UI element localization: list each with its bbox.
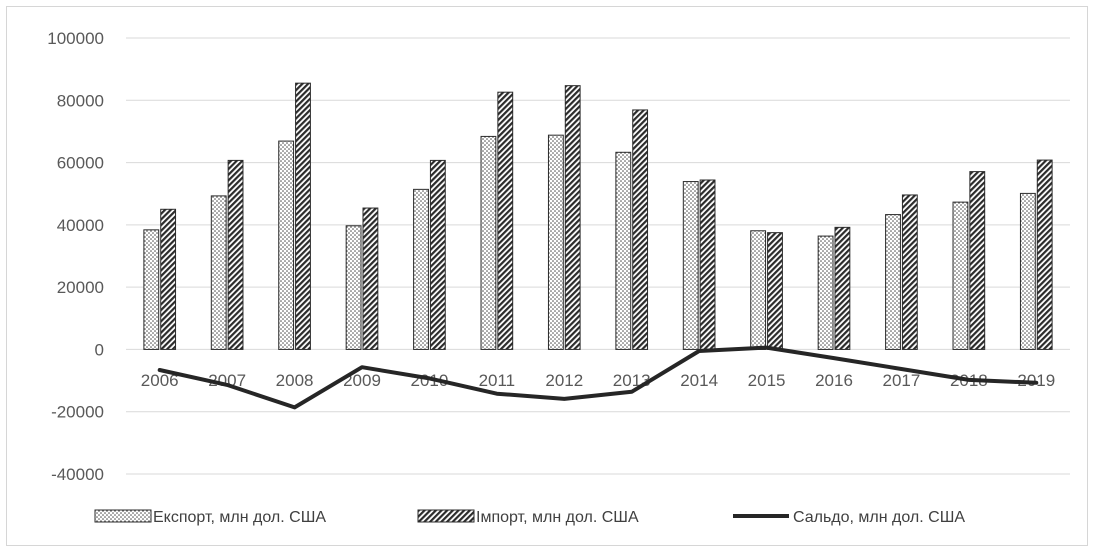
y-tick-label: 80000 bbox=[57, 91, 104, 110]
y-tick-label: -20000 bbox=[51, 403, 104, 422]
import-bar-2015 bbox=[767, 232, 783, 350]
legend-label: Експорт, млн дол. США bbox=[153, 509, 326, 526]
import-bar-2010 bbox=[429, 159, 446, 350]
legend-label: Сальдо, млн дол. США bbox=[793, 509, 965, 526]
export-bar-2015 bbox=[750, 230, 767, 350]
balance-series-line bbox=[157, 345, 1039, 410]
import-bar-2016 bbox=[834, 226, 851, 350]
export-bar-2018 bbox=[952, 201, 969, 350]
x-tick-label: 2014 bbox=[680, 371, 718, 390]
x-tick-label: 2009 bbox=[343, 371, 381, 390]
export-bar-2012 bbox=[547, 134, 564, 350]
balance-point-2018 bbox=[968, 379, 970, 381]
export-bar-2009 bbox=[345, 225, 362, 350]
balance-point-2012 bbox=[563, 398, 565, 400]
export-bar-2016 bbox=[817, 235, 834, 350]
balance-point-2008 bbox=[294, 406, 296, 408]
x-tick-label: 2012 bbox=[545, 371, 583, 390]
balance-point-2007 bbox=[226, 384, 228, 386]
import-bar-2009 bbox=[362, 207, 379, 350]
x-tick-label: 2019 bbox=[1017, 371, 1055, 390]
balance-point-2010 bbox=[428, 377, 430, 379]
bars bbox=[143, 82, 1053, 350]
balance-point-2009 bbox=[361, 366, 363, 368]
import-bar-2006 bbox=[160, 208, 177, 350]
balance-point-2011 bbox=[496, 393, 498, 395]
balance-point-2019 bbox=[1035, 382, 1037, 384]
import-bar-2008 bbox=[295, 82, 311, 350]
export-bar-2006 bbox=[143, 229, 160, 350]
x-tick-label: 2007 bbox=[208, 371, 246, 390]
legend-swatch-hatch bbox=[417, 509, 475, 523]
import-bar-2017 bbox=[901, 194, 918, 350]
y-tick-label: 20000 bbox=[57, 278, 104, 297]
grid-lines bbox=[126, 37, 1070, 475]
import-bar-2014 bbox=[699, 179, 716, 350]
export-bar-2008 bbox=[278, 140, 295, 350]
balance-point-2015 bbox=[766, 347, 768, 349]
import-bar-2019 bbox=[1036, 159, 1053, 350]
x-tick-label: 2008 bbox=[276, 371, 314, 390]
balance-point-2016 bbox=[833, 357, 835, 359]
export-bar-2014 bbox=[682, 181, 699, 350]
y-tick-label: -40000 bbox=[51, 465, 104, 484]
y-tick-label: 100000 bbox=[47, 29, 104, 48]
import-bar-2018 bbox=[969, 171, 986, 350]
export-bar-2013 bbox=[615, 151, 632, 350]
balance-point-2017 bbox=[900, 368, 902, 370]
x-tick-label: 2016 bbox=[815, 371, 853, 390]
export-bar-2007 bbox=[210, 195, 227, 350]
import-bar-2012 bbox=[564, 85, 581, 350]
export-bar-2011 bbox=[480, 135, 497, 350]
x-tick-label: 2015 bbox=[748, 371, 786, 390]
export-bar-2019 bbox=[1019, 192, 1036, 350]
legend-swatch-dots bbox=[94, 509, 152, 523]
legend-label: Імпорт, млн дол. США bbox=[476, 509, 639, 526]
y-axis-tick-labels: 100000 80000 60000 40000 20000 0 -20000 -40000 bbox=[47, 29, 104, 484]
balance-point-2014 bbox=[698, 350, 700, 352]
x-tick-label: 2013 bbox=[613, 371, 651, 390]
balance-point-2013 bbox=[631, 391, 633, 393]
legend: Експорт, млн дол. США Імпорт, млн дол. СШ… bbox=[94, 509, 965, 526]
x-axis-tick-labels: 2006 2007 2008 2009 2010 2011 2012 2013 2014 2015… bbox=[141, 371, 1055, 390]
import-bar-2007 bbox=[227, 159, 244, 350]
y-tick-label: 0 bbox=[95, 340, 104, 359]
x-tick-label: 2017 bbox=[883, 371, 921, 390]
import-bar-2011 bbox=[497, 91, 514, 350]
y-tick-label: 60000 bbox=[57, 154, 104, 173]
export-bar-2017 bbox=[885, 214, 901, 350]
x-tick-label: 2011 bbox=[479, 371, 516, 390]
y-tick-label: 40000 bbox=[57, 216, 104, 235]
balance-line bbox=[157, 345, 1039, 410]
x-tick-label: 2006 bbox=[141, 371, 179, 390]
balance-point-2006 bbox=[159, 369, 161, 371]
import-bar-2013 bbox=[632, 109, 649, 350]
export-bar-2010 bbox=[413, 188, 429, 350]
